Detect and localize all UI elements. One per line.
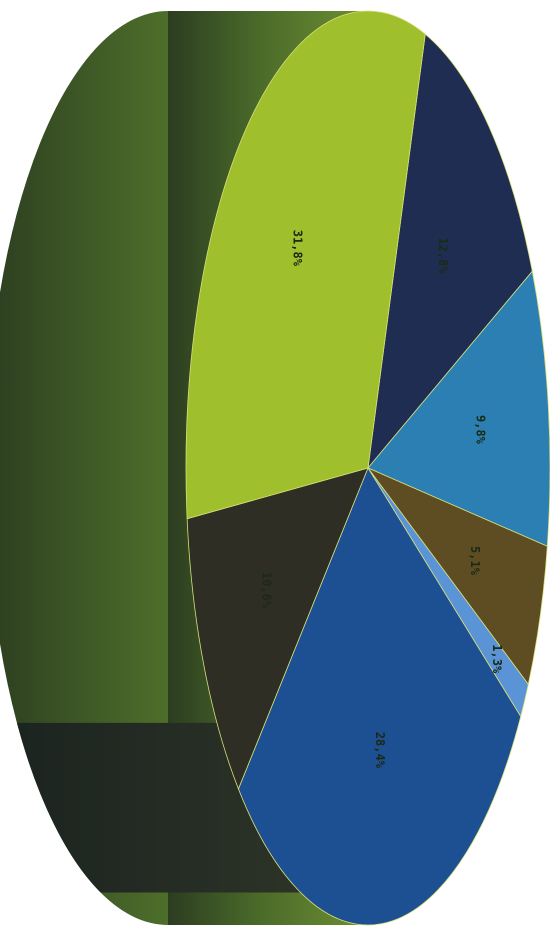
pie-slices (185, 10, 550, 926)
slice-label: 5,1% (468, 546, 482, 576)
slice-label: 31,8% (290, 230, 304, 267)
pie-slice (186, 467, 369, 791)
pie-slice (238, 467, 522, 926)
slice-label: 9,8% (473, 415, 487, 445)
pie-slice (367, 33, 533, 470)
slice-label: 12,8% (436, 237, 450, 274)
slice-label: 10,6% (260, 572, 274, 609)
pie-slice (367, 270, 550, 547)
pie-slice (185, 10, 426, 520)
pie-labels: 12,8% 9,8% 5,1% 1,3% 28,4% 10,6% 31,8% (260, 230, 504, 769)
pie-slice (366, 467, 548, 686)
slice-label: 1,3% (490, 644, 504, 674)
slice-label: 28,4% (373, 732, 387, 769)
